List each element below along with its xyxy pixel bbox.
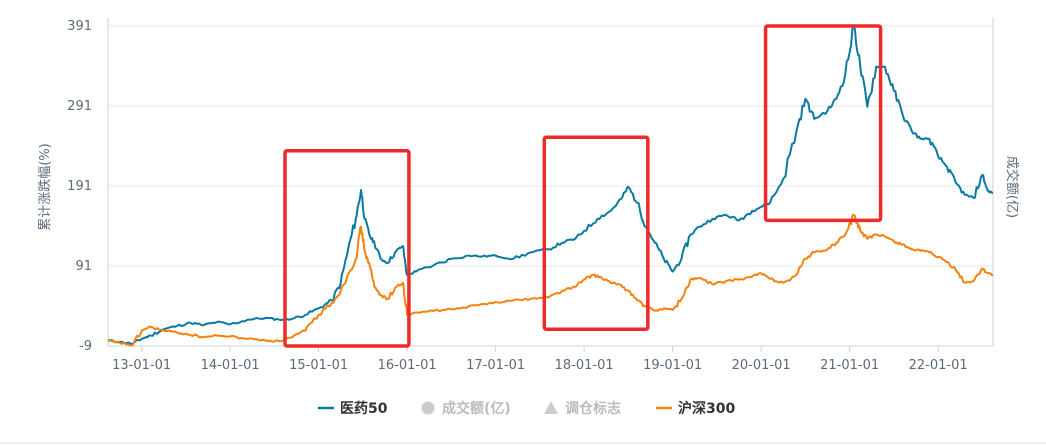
circle-icon [421,401,435,415]
x-tick-label: 19-01-01 [643,358,702,373]
highlight-box [542,135,650,331]
y-axis-left-title: 累计涨跌幅(%) [37,143,53,231]
x-tick-label: 22-01-01 [909,358,968,373]
x-tick-label: 15-01-01 [289,358,348,373]
x-tick-label: 14-01-01 [201,358,260,373]
legend-label: 沪深300 [678,400,735,417]
y-tick-label: 291 [67,99,92,114]
legend-item[interactable]: 沪深300 [656,400,735,417]
axis-layer: 累计涨跌幅(%) 成交额(亿) 391 291 191 91 -9 13-01-01 14-… [0,18,1046,444]
y-tick-label: 91 [75,259,92,274]
legend-label: 调仓标志 [565,400,621,417]
x-tick-label: 16-01-01 [378,358,437,373]
x-tick-label: 18-01-01 [555,358,614,373]
series-line [108,24,994,345]
y-axis-right-title: 成交额(亿) [1004,156,1020,218]
legend-label: 成交额(亿) [442,400,511,417]
legend-item[interactable]: 成交额(亿) [421,400,511,417]
legend-item[interactable]: 医药50 [318,400,388,417]
x-tick-label: 21-01-01 [820,358,879,373]
legend[interactable]: 医药50 成交额(亿) 调仓标志 沪深300 [318,400,735,417]
triangle-icon [544,401,558,414]
x-tick-label: 20-01-01 [732,358,791,373]
x-tick-label: 17-01-01 [466,358,525,373]
series-layer [107,24,994,347]
highlight-box [283,149,411,348]
x-tick-label: 13-01-01 [112,358,171,373]
highlight-box [763,24,883,223]
legend-label: 医药50 [340,400,388,417]
legend-item[interactable]: 调仓标志 [544,400,621,417]
highlight-layer [283,24,883,348]
y-tick-label: 191 [67,179,92,194]
series-line [107,213,994,347]
y-tick-label: -9 [79,339,92,354]
y-tick-label: 391 [67,19,92,34]
